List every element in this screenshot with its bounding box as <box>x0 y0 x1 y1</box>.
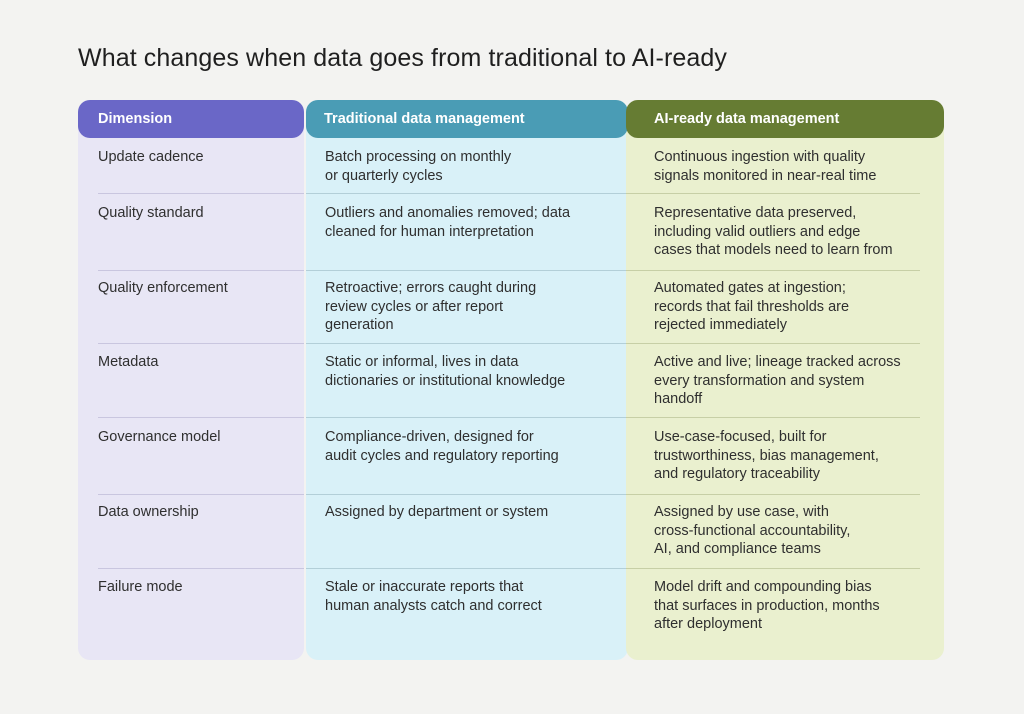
row-divider <box>306 494 628 495</box>
row-ai-ready-cell: Assigned by use case, with cross-function… <box>654 503 934 559</box>
row-traditional-cell-line: audit cycles and regulatory reporting <box>325 447 559 464</box>
row-divider <box>306 343 628 344</box>
row-traditional-cell: Stale or inaccurate reports that human an… <box>325 578 615 615</box>
row-dimension-cell: Quality standard <box>98 204 298 223</box>
row-traditional-cell: Retroactive; errors caught during review … <box>325 279 615 335</box>
row-traditional-cell-line: Stale or inaccurate reports that <box>325 579 524 595</box>
row-ai-ready-cell-line: Continuous ingestion with quality <box>654 149 866 165</box>
row-ai-ready-cell-line: rejected immediately <box>654 317 787 333</box>
row-ai-ready-cell-line: signals monitored in near-real time <box>654 167 877 184</box>
row-ai-ready-cell-line: cases that models need to learn from <box>654 242 893 258</box>
traditional-header-label: Traditional data management <box>324 111 525 127</box>
row-divider <box>306 270 628 271</box>
row-traditional-cell-line: dictionaries or institutional knowledge <box>325 372 566 389</box>
row-dimension-cell: Update cadence <box>98 148 298 167</box>
row-dimension-cell-line: Update cadence <box>98 149 204 165</box>
row-ai-ready-cell: Use-case-focused, built for trustworthine… <box>654 428 934 484</box>
row-divider <box>626 494 920 495</box>
row-ai-ready-cell-line: and regulatory traceability <box>654 466 821 482</box>
row-dimension-cell-line: Metadata <box>98 354 159 370</box>
row-ai-ready-cell-line: trustworthiness, bias management, <box>654 447 879 464</box>
row-traditional-cell-line: Compliance-driven, designed for <box>325 429 534 445</box>
row-divider <box>306 193 628 194</box>
row-dimension-cell: Metadata <box>98 353 298 372</box>
row-dimension-cell: Quality enforcement <box>98 279 298 298</box>
row-traditional-cell: Batch processing on monthly or quarterly … <box>325 148 615 185</box>
row-ai-ready-cell: Model drift and compounding bias that sur… <box>654 578 934 634</box>
traditional-header: Traditional data management <box>306 100 628 138</box>
row-dimension-cell-line: Quality standard <box>98 205 204 221</box>
dimension-header-label: Dimension <box>98 111 173 127</box>
row-divider <box>626 343 920 344</box>
row-traditional-cell-line: generation <box>325 317 394 333</box>
row-traditional-cell-line: cleaned for human interpretation <box>325 223 534 240</box>
row-dimension-cell: Data ownership <box>98 503 298 522</box>
row-ai-ready-cell-line: Use-case-focused, built for <box>654 429 827 445</box>
row-ai-ready-cell-line: Assigned by use case, with <box>654 504 829 520</box>
row-ai-ready-cell-line: including valid outliers and edge <box>654 223 861 240</box>
row-ai-ready-cell: Automated gates at ingestion; records tha… <box>654 279 934 335</box>
ai-ready-header-label: AI-ready data management <box>654 111 840 127</box>
row-dimension-cell-line: Governance model <box>98 429 221 445</box>
row-traditional-cell-line: Static or informal, lives in data <box>325 354 519 370</box>
row-ai-ready-cell-line: Automated gates at ingestion; <box>654 280 846 296</box>
page-title: What changes when data goes from traditi… <box>78 44 728 72</box>
row-ai-ready-cell-line: every transformation and system <box>654 372 865 389</box>
row-dimension-cell-line: Data ownership <box>98 504 199 520</box>
row-ai-ready-cell-line: Model drift and compounding bias <box>654 579 872 595</box>
row-divider <box>98 193 304 194</box>
row-divider <box>626 417 920 418</box>
row-traditional-cell-line: Assigned by department or system <box>325 504 549 520</box>
row-traditional-cell: Assigned by department or system <box>325 503 615 522</box>
row-traditional-cell-line: Retroactive; errors caught during <box>325 280 537 296</box>
dimension-header: Dimension <box>78 100 304 138</box>
row-traditional-cell: Static or informal, lives in data diction… <box>325 353 615 390</box>
ai-ready-header: AI-ready data management <box>626 100 944 138</box>
row-traditional-cell-line: review cycles or after report <box>325 298 504 315</box>
row-ai-ready-cell-line: records that fail thresholds are <box>654 298 850 315</box>
row-divider <box>626 568 920 569</box>
row-divider <box>626 270 920 271</box>
dimension-column <box>78 100 304 660</box>
row-ai-ready-cell-line: Active and live; lineage tracked across <box>654 354 901 370</box>
row-ai-ready-cell-line: after deployment <box>654 616 763 632</box>
row-divider <box>98 568 304 569</box>
row-dimension-cell-line: Quality enforcement <box>98 280 228 296</box>
row-ai-ready-cell-line: handoff <box>654 391 703 407</box>
row-ai-ready-cell-line: that surfaces in production, months <box>654 597 880 614</box>
row-divider <box>306 417 628 418</box>
row-dimension-cell: Failure mode <box>98 578 298 597</box>
row-traditional-cell-line: human analysts catch and correct <box>325 597 542 614</box>
row-divider <box>98 343 304 344</box>
row-ai-ready-cell-line: cross-functional accountability, <box>654 522 851 539</box>
row-dimension-cell: Governance model <box>98 428 298 447</box>
row-traditional-cell: Outliers and anomalies removed; data clea… <box>325 204 615 241</box>
row-traditional-cell: Compliance-driven, designed for audit cyc… <box>325 428 615 465</box>
row-dimension-cell-line: Failure mode <box>98 579 183 595</box>
row-traditional-cell-line: or quarterly cycles <box>325 167 443 184</box>
row-traditional-cell-line: Outliers and anomalies removed; data <box>325 205 571 221</box>
row-divider <box>98 417 304 418</box>
row-ai-ready-cell: Continuous ingestion with quality signals… <box>654 148 934 185</box>
row-divider <box>626 193 920 194</box>
row-traditional-cell-line: Batch processing on monthly <box>325 149 512 165</box>
row-ai-ready-cell: Representative data preserved, including … <box>654 204 934 260</box>
row-ai-ready-cell: Active and live; lineage tracked across e… <box>654 353 934 409</box>
row-ai-ready-cell-line: Representative data preserved, <box>654 205 857 221</box>
row-divider <box>306 568 628 569</box>
row-divider <box>98 270 304 271</box>
row-divider <box>98 494 304 495</box>
row-ai-ready-cell-line: AI, and compliance teams <box>654 541 821 557</box>
